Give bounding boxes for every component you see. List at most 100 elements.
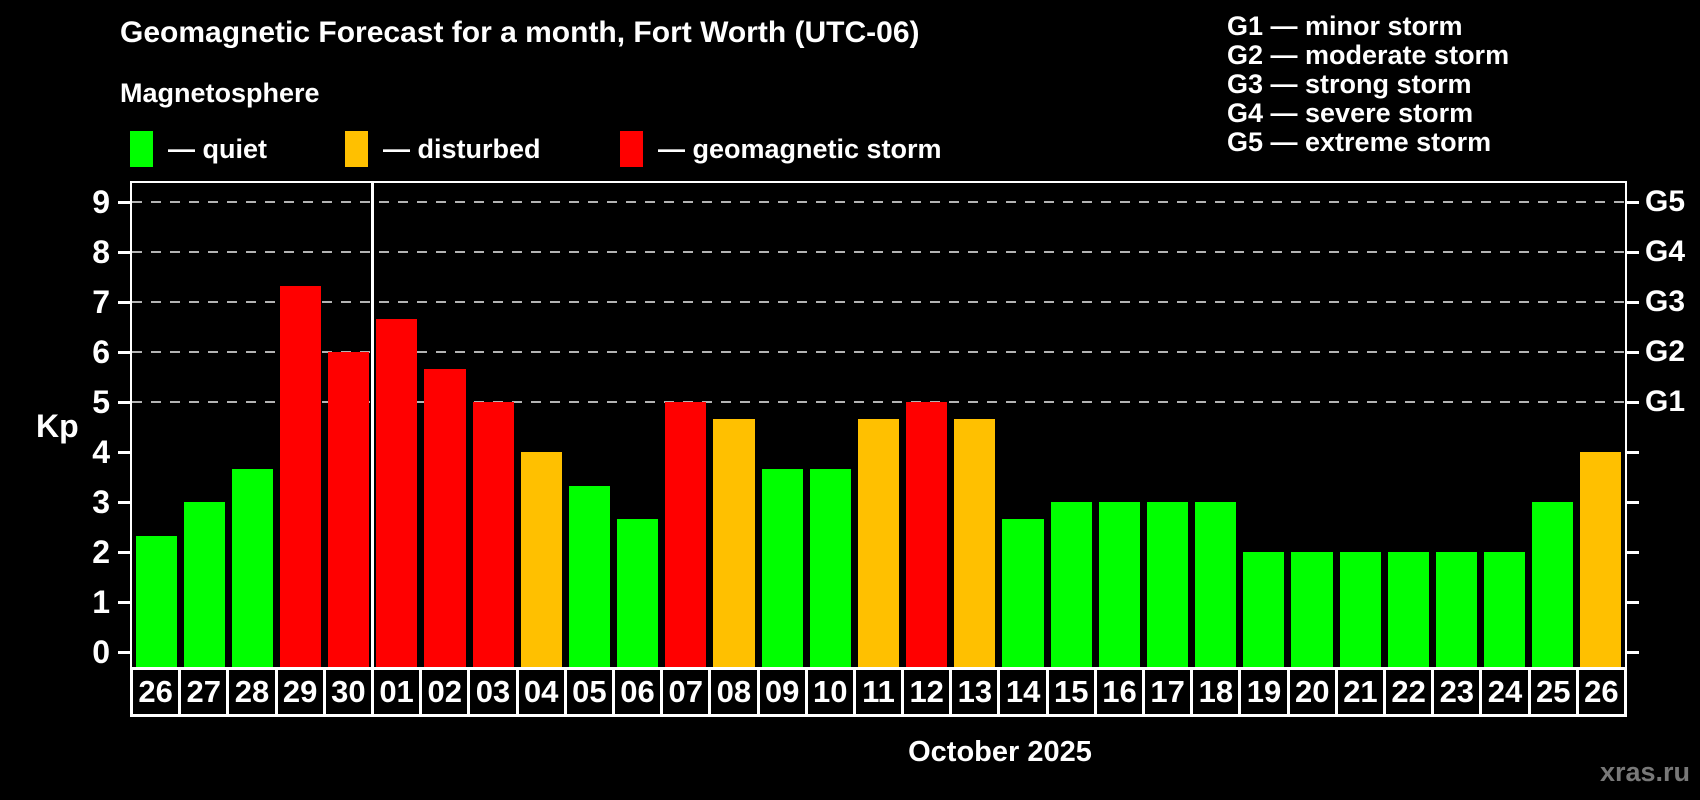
kp-bar-12 [906, 402, 948, 667]
g5-legend-line: G5 — extreme storm [1227, 127, 1492, 157]
disturbed-swatch-icon [345, 131, 368, 167]
right-tick-3 [1625, 500, 1639, 504]
date-cell-5: 01 [373, 670, 420, 714]
date-cell-15: 11 [855, 670, 902, 714]
right-tick-9 [1625, 200, 1639, 204]
kp-bar-14 [1002, 518, 1044, 667]
date-cell-14: 10 [807, 670, 853, 714]
right-tick-5 [1625, 400, 1639, 404]
kp-bar-01 [376, 318, 418, 667]
g1-legend-line: G1 — minor storm [1227, 11, 1463, 41]
legend-item-disturbed: — disturbed [345, 129, 541, 169]
kp-bar-17 [1146, 502, 1189, 667]
x-axis-month-label: October 2025 [908, 736, 1092, 768]
date-cell-19: 15 [1048, 670, 1094, 714]
y-tick-label-1: 1 [92, 584, 110, 620]
kp-bar-04 [520, 452, 562, 667]
date-cell-11: 07 [663, 670, 709, 714]
left-tick-8 [118, 250, 132, 254]
kp-bar-29 [279, 285, 322, 667]
kp-bar-09 [761, 468, 803, 667]
date-cell-9: 05 [566, 670, 612, 714]
gridline-kp8 [132, 251, 1625, 253]
kp-bar-07 [665, 402, 707, 667]
right-tick-0 [1625, 650, 1639, 654]
date-cell-30: 26 [1578, 670, 1624, 714]
date-cell-25: 21 [1337, 670, 1384, 714]
right-axis-label-g4: G4 [1645, 235, 1686, 268]
left-tick-2 [118, 550, 132, 554]
date-cell-1: 27 [181, 670, 227, 714]
date-cell-28: 24 [1482, 670, 1528, 714]
kp-bar-10 [809, 468, 851, 667]
y-axis-title: Kp [36, 408, 79, 444]
date-cell-29: 25 [1530, 670, 1576, 714]
date-cell-23: 19 [1241, 670, 1287, 714]
g4-legend-line: G4 — severe storm [1227, 98, 1474, 128]
y-tick-label-4: 4 [92, 434, 110, 470]
date-cell-8: 04 [518, 670, 564, 714]
legend-item-storm: — geomagnetic storm [620, 129, 942, 169]
plot-area [130, 181, 1627, 669]
kp-bar-20 [1291, 552, 1333, 667]
right-tick-2 [1625, 550, 1639, 554]
kp-bar-15 [1050, 502, 1092, 667]
storm-swatch-icon [620, 131, 643, 167]
month-boundary-line [371, 183, 374, 667]
date-cell-2: 28 [229, 670, 275, 714]
kp-bar-16 [1098, 502, 1140, 667]
kp-bar-19 [1243, 552, 1285, 667]
gridline-kp6 [132, 351, 1625, 353]
left-tick-5 [118, 400, 132, 404]
date-cell-6: 02 [422, 670, 468, 714]
gridline-kp5 [132, 401, 1625, 403]
left-tick-0 [118, 650, 132, 654]
date-cell-27: 23 [1434, 670, 1480, 714]
storm-scale-legend: G1 — minor storm G2 — moderate storm G3 … [1227, 12, 1509, 157]
date-cell-26: 22 [1386, 670, 1432, 714]
date-cell-7: 03 [470, 670, 516, 714]
legend-label-disturbed: — disturbed [383, 133, 541, 164]
date-cell-13: 09 [759, 670, 805, 714]
kp-bar-11 [857, 418, 900, 667]
date-cell-20: 16 [1096, 670, 1143, 714]
left-tick-9 [118, 200, 132, 204]
kp-bar-24 [1484, 552, 1526, 667]
kp-bar-08 [713, 418, 755, 667]
kp-bar-26 [135, 535, 177, 667]
kp-bar-23 [1435, 552, 1477, 667]
right-tick-1 [1625, 600, 1639, 604]
date-cell-18: 14 [1000, 670, 1046, 714]
kp-bar-21 [1339, 552, 1381, 667]
date-cell-22: 18 [1193, 670, 1239, 714]
kp-bar-30 [328, 352, 370, 667]
g3-legend-line: G3 — strong storm [1227, 69, 1472, 99]
date-cell-17: 13 [952, 670, 998, 714]
chart-subtitle: Magnetosphere [120, 78, 320, 108]
kp-bar-25 [1532, 502, 1574, 667]
y-tick-label-6: 6 [92, 334, 110, 370]
gridline-kp9 [132, 201, 1625, 203]
date-cell-24: 20 [1289, 670, 1335, 714]
y-tick-label-0: 0 [92, 634, 110, 670]
kp-bar-06 [617, 518, 659, 667]
y-tick-label-9: 9 [92, 184, 110, 220]
g2-legend-line: G2 — moderate storm [1227, 40, 1510, 70]
kp-bar-26 [1580, 452, 1622, 667]
kp-bar-02 [424, 368, 466, 667]
right-tick-8 [1625, 250, 1639, 254]
y-tick-label-8: 8 [92, 234, 110, 270]
x-axis-date-row: 26 27 28 29 30 01 02 03 04 05 06 07 08 09 10 11 12 13 14 15… [130, 667, 1627, 717]
right-tick-7 [1625, 300, 1639, 304]
gridline-kp7 [132, 301, 1625, 303]
left-tick-7 [118, 300, 132, 304]
left-tick-3 [118, 500, 132, 504]
right-tick-4 [1625, 450, 1639, 454]
kp-bar-27 [183, 502, 225, 667]
kp-bar-18 [1195, 502, 1237, 667]
left-tick-6 [118, 350, 132, 354]
right-axis-label-g3: G3 [1645, 285, 1686, 318]
date-cell-4: 30 [325, 670, 371, 714]
legend-item-quiet: — quiet [130, 129, 267, 169]
date-cell-3: 29 [277, 670, 323, 714]
